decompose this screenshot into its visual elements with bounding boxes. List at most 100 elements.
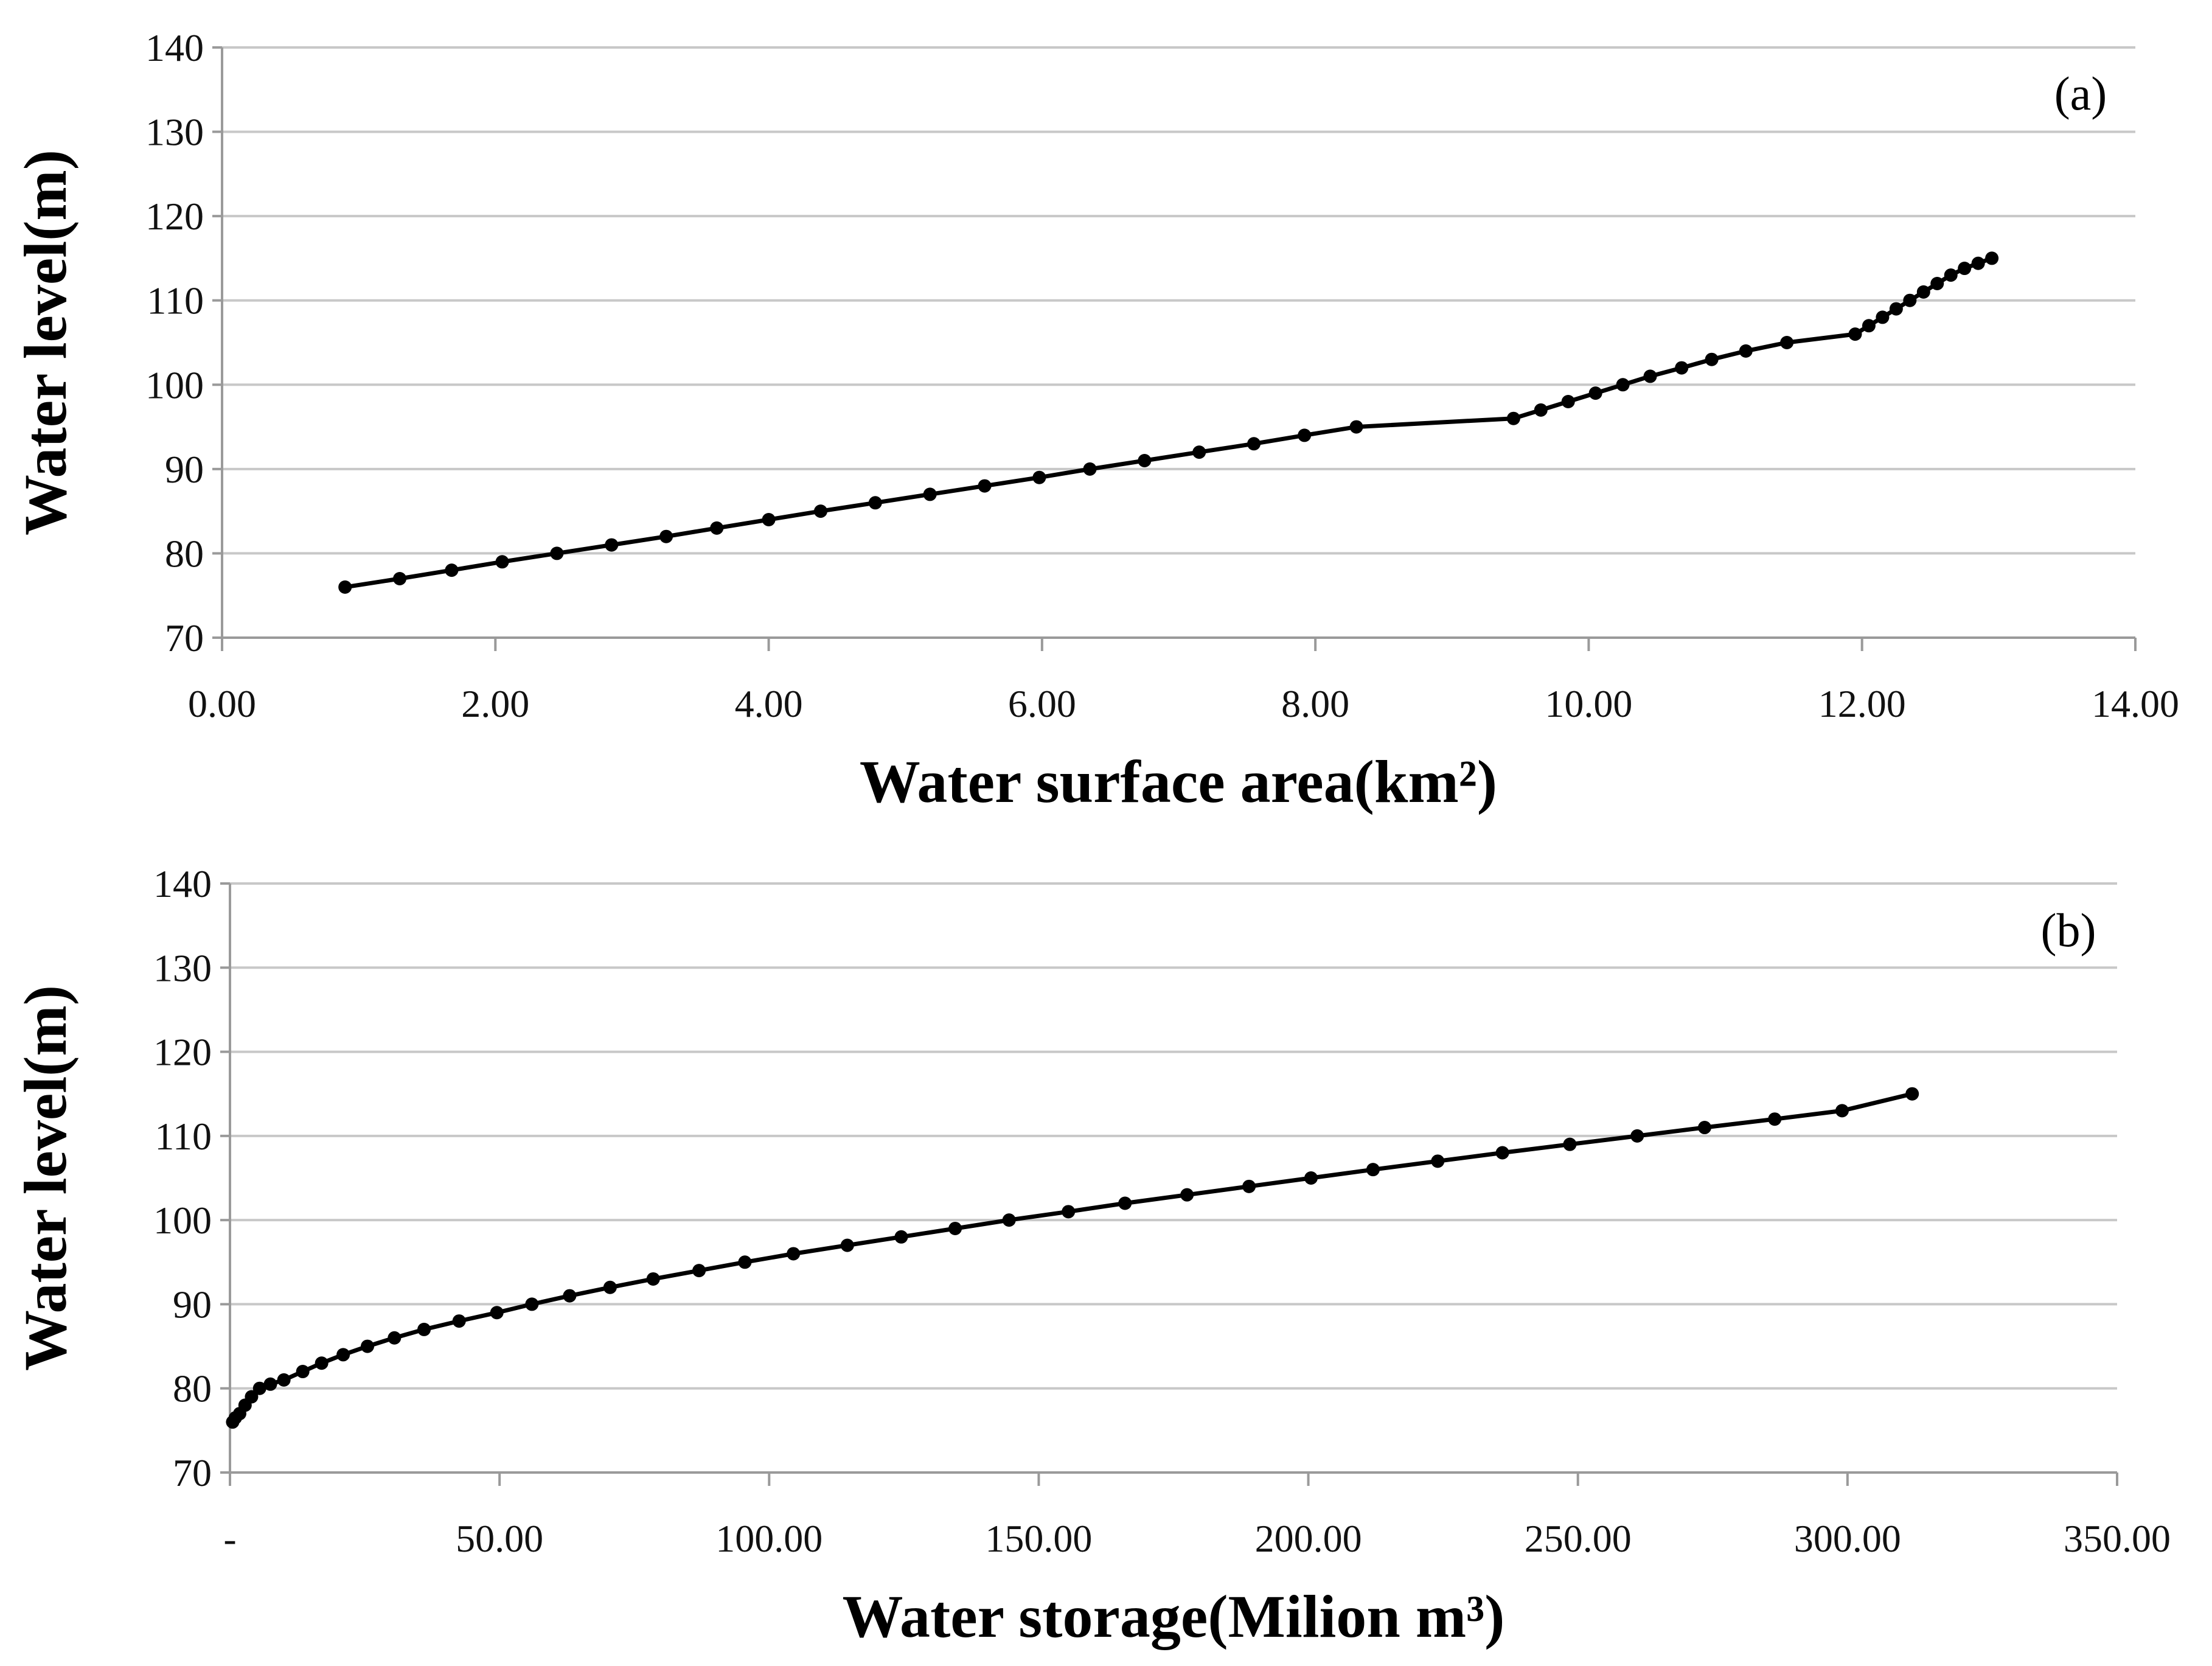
panel-b-data-point: [1905, 1087, 1919, 1101]
panel-a-data-point: [550, 546, 564, 560]
panel-a-data-point: [1083, 462, 1097, 476]
panel-b-y-tick-label: 70: [173, 1451, 212, 1494]
panel-b-x-tick-label: -: [223, 1517, 236, 1560]
panel-b-data-point: [263, 1377, 277, 1391]
panel-a-data-point: [1876, 310, 1890, 324]
panel-a-data-point: [762, 513, 776, 526]
panel-a-data-point: [1985, 251, 1999, 265]
panel-b-data-point: [452, 1314, 466, 1328]
panel-a-y-axis-title: Water level(m): [12, 150, 79, 535]
panel-a-y-tick-label: 140: [145, 26, 204, 69]
panel-a-data-point: [923, 487, 937, 501]
panel-b-y-tick-label: 140: [153, 862, 212, 905]
panel-b-data-point: [563, 1289, 577, 1303]
panel-a-data-point: [1616, 378, 1630, 392]
panel-b-x-tick-label: 100.00: [715, 1517, 823, 1560]
panel-a-data-point: [813, 504, 827, 518]
panel-b-data-point: [1062, 1205, 1076, 1219]
panel-b-y-tick-label: 100: [153, 1199, 212, 1242]
panel-a-data-point: [1506, 411, 1520, 425]
panel-b-y-axis-title: Water level(m): [12, 985, 79, 1371]
panel-b-y-tick-label: 80: [173, 1367, 212, 1410]
panel-a-y-tick-label: 100: [145, 363, 204, 406]
panel-a-data-point: [978, 479, 992, 493]
panel-a-data-point: [1903, 293, 1917, 307]
panel-b-data-point: [948, 1221, 962, 1235]
panel-b-y-tick-label: 120: [153, 1031, 212, 1074]
panel-b-y-tick-label: 110: [155, 1115, 212, 1158]
panel-b-data-point: [490, 1306, 504, 1320]
panel-a-data-point: [1944, 268, 1958, 282]
panel-b-data-point: [603, 1280, 617, 1294]
panel-a-data-point: [710, 521, 724, 535]
panel-b-x-tick-label: 150.00: [985, 1517, 1092, 1560]
panel-a-x-tick-label: 14.00: [2092, 682, 2179, 725]
panel-b-x-tick-label: 350.00: [2064, 1517, 2171, 1560]
panel-b-data-point: [417, 1322, 431, 1336]
panel-a-data-point: [1780, 336, 1794, 349]
panel-a-x-tick-label: 10.00: [1545, 682, 1632, 725]
panel-a-data-point: [1192, 445, 1206, 459]
panel-a-data-point: [1588, 386, 1602, 400]
panel-a-data-point: [445, 563, 459, 577]
panel-a-y-tick-label: 90: [165, 448, 204, 491]
panel-b-data-point: [1431, 1154, 1445, 1168]
panel-a-data-point: [1138, 454, 1152, 467]
panel-a-data-point: [1930, 277, 1944, 290]
panel-a-x-tick-label: 0.00: [188, 682, 256, 725]
panel-a-x-axis-title: Water surface area(km²): [860, 748, 1497, 815]
panel-a-data-point: [393, 572, 407, 585]
panel-a-y-tick-label: 70: [165, 616, 204, 660]
panel-b-y-tick-label: 130: [153, 946, 212, 989]
panel-a-data-point: [1848, 327, 1862, 341]
panel-b-data-point: [1835, 1104, 1849, 1118]
chart-panel-a: 70 80 90 100 110 120 130 140 0.00 2.00 4.00 6.00 8.0…: [12, 26, 2179, 815]
panel-b-label: (b): [2041, 904, 2096, 957]
panel-a-data-point: [1958, 262, 1972, 276]
panel-b-data-point: [245, 1390, 259, 1404]
panel-b-data-point: [1563, 1137, 1577, 1151]
panel-b-data-point: [388, 1331, 402, 1345]
panel-a-data-point: [495, 555, 509, 569]
panel-b-data-point: [252, 1381, 266, 1395]
panel-b-data-point: [1304, 1171, 1318, 1185]
panel-b-data-point: [1366, 1163, 1380, 1177]
panel-b-data-point: [1242, 1179, 1256, 1193]
panel-b-data-point: [315, 1356, 329, 1370]
panel-b-x-tick-label: 200.00: [1255, 1517, 1362, 1560]
panel-a-y-tick-label: 110: [147, 279, 204, 322]
panel-a-series-line: [344, 256, 1993, 590]
panel-b-data-point: [787, 1247, 801, 1261]
panel-a-label: (a): [2054, 67, 2107, 120]
panel-a-data-point: [338, 580, 352, 594]
panel-b-data-point: [1630, 1129, 1644, 1143]
panel-b-x-tick-label: 50.00: [456, 1517, 543, 1560]
panel-b-data-point: [525, 1297, 539, 1311]
panel-a-data-point: [659, 529, 673, 543]
panel-a-data-point: [1916, 285, 1930, 299]
panel-a-data-point: [1643, 369, 1657, 383]
panel-b-y-tick-label: 90: [173, 1283, 212, 1326]
panel-a-y-tick-label: 120: [145, 195, 204, 238]
panel-b-x-axis-title: Water storage(Milion m³): [843, 1583, 1505, 1650]
panel-a-x-tick-label: 2.00: [461, 682, 529, 725]
panel-b-data-point: [361, 1339, 375, 1353]
panel-a-data-point: [1247, 437, 1261, 451]
panel-a-x-tick-label: 12.00: [1818, 682, 1906, 725]
panel-a-data-point: [1349, 420, 1363, 434]
panel-b-x-tick-label: 300.00: [1794, 1517, 1901, 1560]
panel-b-data-point: [840, 1238, 854, 1252]
panel-a-data-point: [1534, 403, 1548, 417]
panel-b-data-point: [1495, 1146, 1509, 1160]
panel-b-data-point: [1118, 1196, 1132, 1210]
panel-b-x-tick-label: 250.00: [1525, 1517, 1632, 1560]
panel-a-data-point: [1298, 428, 1312, 442]
panel-a-data-point: [1032, 470, 1046, 484]
panel-a-data-point: [868, 496, 882, 510]
panel-b-data-point: [1180, 1188, 1194, 1202]
panel-b-data-point: [738, 1255, 752, 1269]
panel-a-data-point: [1705, 352, 1719, 366]
panel-b-data-point: [277, 1373, 291, 1387]
chart-panel-b: 70 80 90 100 110 120 130 140 - 50.00 100.00 150.00 2…: [12, 862, 2171, 1650]
